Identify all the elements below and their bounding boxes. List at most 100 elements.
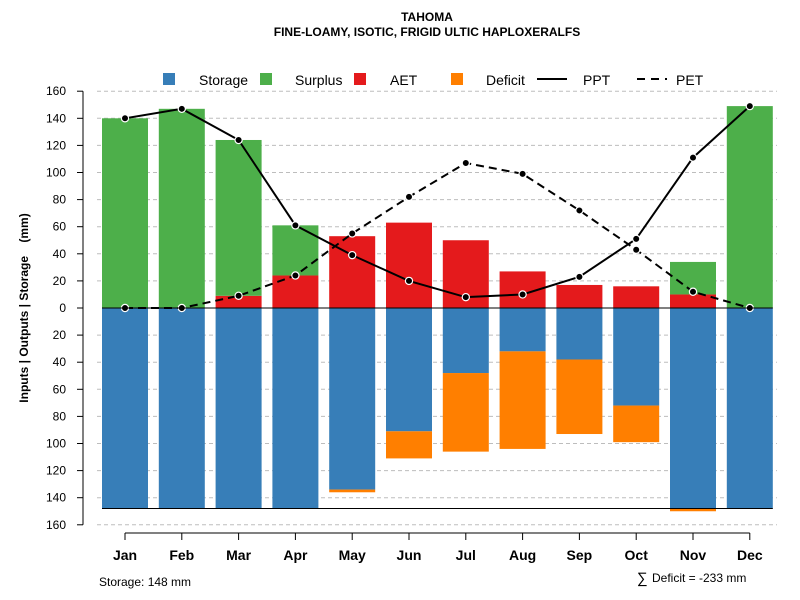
- y-tick-label: 100: [46, 437, 66, 451]
- legend: Storage Surplus AET Deficit PPT PET: [163, 72, 704, 88]
- y-tick-label: 160: [46, 518, 66, 532]
- storage-bar: [102, 308, 148, 509]
- y-tick-label: 160: [46, 84, 66, 98]
- x-tick-label: Jul: [456, 547, 476, 563]
- y-tick-label: 20: [53, 328, 67, 342]
- ppt-point: [291, 221, 300, 230]
- ppt-point: [461, 292, 470, 302]
- legend-swatch: [260, 73, 272, 85]
- x-tick-label: Aug: [509, 547, 536, 563]
- legend-label: Deficit: [486, 72, 525, 88]
- x-tick-label: Jan: [113, 547, 137, 563]
- pet-point: [518, 169, 527, 179]
- gridlines: [97, 90, 777, 526]
- y-tick-label: 80: [53, 193, 67, 207]
- legend-label: Surplus: [295, 72, 342, 88]
- x-tick-label: Sep: [567, 547, 593, 563]
- storage-bar: [670, 308, 716, 509]
- legend-swatch: [451, 73, 463, 85]
- deficit-bar: [442, 373, 489, 452]
- y-tick-label: 0: [59, 301, 66, 315]
- pet-point: [461, 158, 470, 168]
- ppt-point: [177, 104, 186, 114]
- aet-bar: [386, 222, 432, 308]
- surplus-bar: [215, 139, 262, 296]
- ppt-point: [120, 114, 130, 123]
- storage-bar: [215, 308, 262, 509]
- pet-point: [404, 192, 414, 202]
- legend-label: AET: [390, 72, 418, 88]
- storage-footnote: Storage: 148 mm: [99, 575, 191, 589]
- legend-label: PPT: [583, 72, 611, 88]
- x-tick-label: Apr: [283, 547, 308, 563]
- y-tick-label: 60: [53, 220, 67, 234]
- x-tick-label: Feb: [169, 547, 194, 563]
- ppt-point: [745, 101, 755, 111]
- ppt-point: [348, 250, 357, 260]
- legend-swatch: [163, 73, 175, 85]
- pet-point: [632, 245, 641, 254]
- y-tick-label: 20: [53, 274, 67, 288]
- ppt-point: [688, 153, 698, 162]
- surplus-bar: [102, 118, 148, 308]
- y-tick-label: 140: [46, 491, 66, 505]
- x-tick-label: Mar: [226, 547, 251, 563]
- y-tick-label: 40: [53, 247, 67, 261]
- legend-label: PET: [676, 72, 704, 88]
- legend-swatch: [354, 73, 366, 85]
- deficit-bar: [499, 351, 546, 449]
- storage-bar: [158, 308, 205, 509]
- x-tick-label: Jun: [397, 547, 422, 563]
- ppt-point: [518, 290, 527, 299]
- aet-bar: [215, 295, 262, 308]
- storage-bar: [556, 308, 603, 360]
- chart-subtitle: FINE-LOAMY, ISOTIC, FRIGID ULTIC HAPLOXE…: [274, 25, 580, 39]
- y-tick-label: 80: [53, 409, 67, 423]
- y-tick-label: 140: [46, 111, 66, 125]
- sum-symbol: ∑: [637, 570, 648, 587]
- pet-point: [291, 271, 300, 280]
- storage-bar: [386, 308, 432, 432]
- deficit-bar: [670, 508, 716, 512]
- surplus-bar: [726, 106, 773, 308]
- x-tick-label: Dec: [737, 547, 763, 563]
- storage-bar: [329, 308, 376, 490]
- storage-bar: [499, 308, 546, 352]
- series-lines: [120, 101, 755, 313]
- y-axis-label: Inputs | Outputs | Storage (mm): [17, 213, 31, 402]
- pet-point: [234, 291, 243, 301]
- x-tick-label: Nov: [680, 547, 707, 563]
- pet-point: [688, 287, 698, 296]
- y-tick-label: 120: [46, 464, 66, 478]
- ppt-point: [404, 276, 414, 286]
- deficit-bar: [386, 431, 432, 459]
- storage-bar: [442, 308, 489, 374]
- chart-title: TAHOMA: [401, 10, 453, 24]
- ppt-point: [575, 272, 584, 282]
- axes: 160 140 120 100 80 60 40 20 0 20 40 60 80 100 120 140 16…: [46, 84, 773, 563]
- storage-bar: [613, 308, 660, 406]
- pet-line: [125, 161, 751, 309]
- ppt-point: [234, 135, 243, 145]
- surplus-bar: [158, 108, 205, 308]
- legend-label: Storage: [199, 72, 248, 88]
- deficit-bar: [613, 405, 660, 443]
- x-tick-label: May: [339, 547, 366, 563]
- ppt-point: [632, 234, 641, 244]
- storage-bar: [272, 308, 319, 509]
- ppt-line: [124, 105, 751, 299]
- deficit-bar: [329, 489, 376, 493]
- aet-bar: [556, 284, 603, 308]
- storage-bar: [726, 308, 773, 509]
- x-tick-label: Oct: [625, 547, 649, 563]
- y-tick-label: 120: [46, 138, 66, 152]
- y-tick-label: 60: [53, 382, 67, 396]
- pet-point: [575, 206, 584, 215]
- deficit-footnote: Deficit = -233 mm: [652, 571, 746, 585]
- y-tick-label: 100: [46, 166, 66, 180]
- deficit-bar: [556, 359, 603, 435]
- bars: [102, 106, 773, 512]
- pet-point: [348, 229, 357, 238]
- aet-bar: [613, 286, 660, 308]
